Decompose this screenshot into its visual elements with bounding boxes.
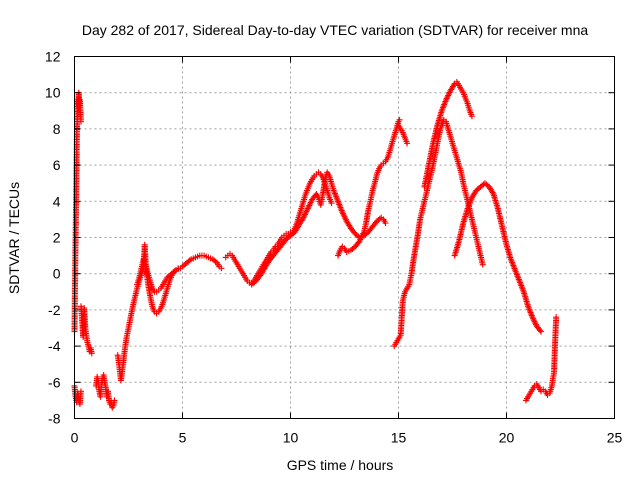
x-tick-label: 10 xyxy=(283,430,299,446)
y-tick-label: 8 xyxy=(53,121,61,137)
data-point xyxy=(450,82,457,89)
data-point xyxy=(489,189,496,196)
data-point xyxy=(376,215,383,222)
x-tick-label: 25 xyxy=(607,430,623,446)
data-point xyxy=(536,327,543,334)
data-point xyxy=(186,257,193,264)
y-tick-label: 12 xyxy=(45,49,61,65)
x-tick-labels: 0 5 10 15 20 25 xyxy=(71,430,623,446)
x-axis-title: GPS time / hours xyxy=(287,457,394,473)
y-tick-label: 10 xyxy=(45,85,61,101)
data-point xyxy=(538,328,545,335)
data-point xyxy=(175,265,182,272)
data-point xyxy=(553,314,560,321)
data-point xyxy=(328,200,335,207)
data-point xyxy=(479,261,486,268)
data-point xyxy=(396,116,403,123)
data-point xyxy=(218,265,225,272)
y-tick-label: -4 xyxy=(48,338,61,354)
y-tick-label: -2 xyxy=(48,302,61,318)
data-point xyxy=(77,388,84,395)
grid xyxy=(74,56,615,419)
y-axis-title: SDTVAR / TECUs xyxy=(6,182,22,294)
y-tick-label: 2 xyxy=(53,230,61,246)
y-tick-label: -6 xyxy=(48,374,61,390)
x-tick-label: 0 xyxy=(71,430,79,446)
y-tick-label: 6 xyxy=(53,157,61,173)
chart-title: Day 282 of 2017, Sidereal Day-to-day VTE… xyxy=(82,22,588,38)
data-point xyxy=(404,140,411,147)
x-tick-label: 20 xyxy=(499,430,515,446)
data-points xyxy=(71,78,560,411)
y-tick-label: -8 xyxy=(48,411,61,427)
data-point xyxy=(382,220,389,227)
x-tick-label: 5 xyxy=(179,430,187,446)
y-tick-label: 0 xyxy=(53,266,61,282)
data-point xyxy=(212,258,219,265)
x-tick-label: 15 xyxy=(391,430,407,446)
data-point xyxy=(88,350,95,357)
data-point xyxy=(77,118,84,125)
axis-ticks xyxy=(74,56,615,419)
data-point xyxy=(111,397,118,404)
y-tick-label: 4 xyxy=(53,193,61,209)
y-tick-labels: -8 -6 -4 -2 0 2 4 6 8 10 12 xyxy=(45,49,61,427)
data-point xyxy=(468,113,475,120)
